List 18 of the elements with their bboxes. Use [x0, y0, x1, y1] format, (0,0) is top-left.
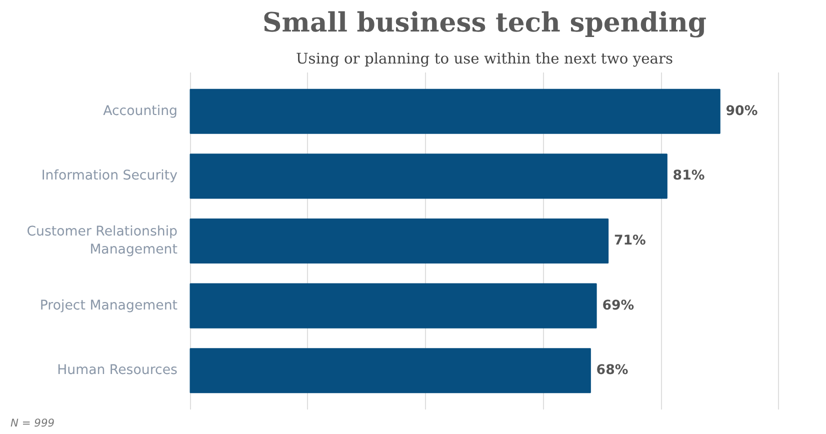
y-tick-label: Human Resources	[57, 363, 178, 378]
data-label: 90%	[726, 104, 758, 119]
y-tick-label: Customer Relationship Management	[26, 224, 178, 258]
bar	[190, 88, 720, 134]
bar	[190, 348, 591, 394]
data-label: 69%	[602, 298, 634, 314]
data-label: 81%	[672, 168, 705, 184]
chart-title: Small business tech spending	[262, 8, 707, 38]
text: N = 999	[10, 416, 55, 430]
chart-subtitle: Using or planning to use within the next two years	[296, 50, 674, 68]
y-tick-label: Project Management	[40, 298, 178, 314]
bar	[190, 154, 668, 199]
bar	[190, 218, 609, 264]
data-label: 68%	[596, 363, 628, 378]
y-tick-label: Information Security	[41, 168, 178, 184]
bar	[190, 283, 597, 328]
data-label: 71%	[614, 234, 646, 248]
y-tick-label: Accounting	[103, 104, 178, 119]
